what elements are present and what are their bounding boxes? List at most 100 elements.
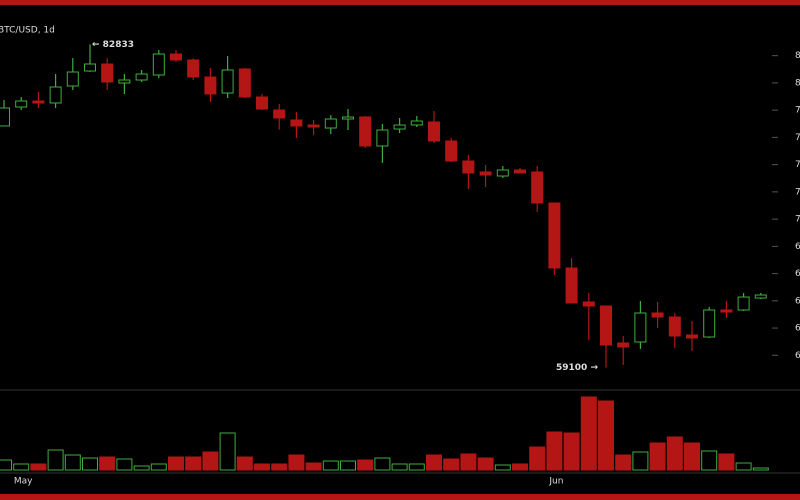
bottom-border: [0, 494, 800, 500]
volume-bar: [494, 464, 511, 471]
candle-body: [238, 68, 251, 98]
volume-bar: [529, 446, 546, 471]
annotation: ← 82833: [92, 40, 134, 50]
y-tick-label: 78000: [795, 106, 800, 116]
candle-body: [600, 305, 612, 346]
candle-body: [273, 109, 286, 119]
candle-body: [152, 53, 165, 76]
candle-body: [651, 312, 664, 318]
volume-bar: [82, 457, 98, 471]
volume-bar: [340, 460, 356, 471]
y-tick-label: 72000: [795, 187, 800, 197]
volume-bar: [632, 451, 649, 471]
volume-bar: [752, 467, 769, 471]
candle-body: [445, 140, 458, 162]
volume-bar: [735, 462, 752, 471]
volume-bar: [254, 463, 270, 471]
candle-body: [410, 120, 423, 126]
volume-bar: [185, 456, 202, 471]
candle-body: [496, 169, 509, 177]
volume-bar: [598, 400, 614, 471]
volume-bar: [168, 456, 184, 471]
volume-bar: [374, 457, 391, 471]
volume-bar: [99, 456, 116, 471]
candle-body: [462, 160, 475, 174]
candle-body: [703, 309, 716, 338]
volume-bar: [116, 458, 133, 471]
volume-bar: [271, 463, 288, 471]
y-tick-label: 70000: [795, 215, 800, 225]
candle-body: [393, 124, 406, 130]
candle-body: [324, 118, 337, 129]
volume-bar: [408, 463, 425, 471]
volume-bar: [477, 457, 494, 471]
candle-body: [15, 100, 28, 108]
candle-body: [634, 312, 647, 343]
candle-body: [359, 116, 372, 147]
candle-body: [720, 309, 733, 313]
candle-body: [307, 124, 320, 128]
candle-body: [514, 169, 526, 174]
candle-body: [256, 96, 268, 110]
volume-bar: [13, 463, 30, 471]
y-tick-label: 80000: [795, 78, 800, 88]
volume-bar: [357, 459, 374, 471]
volume-bar: [615, 454, 632, 471]
volume-bar: [133, 465, 150, 471]
candle-body: [342, 116, 354, 120]
volume-bar: [64, 454, 81, 471]
volume-bar: [202, 451, 219, 471]
volume-bar: [322, 460, 339, 471]
candle-body: [548, 202, 561, 269]
candle-body: [376, 129, 389, 147]
candle-body: [101, 63, 114, 83]
candle-body: [66, 71, 79, 87]
volume-bar: [47, 449, 64, 471]
volume-bar: [288, 454, 305, 471]
volume-bar: [391, 463, 408, 471]
volume-bar: [219, 432, 236, 471]
candle-body: [617, 342, 630, 348]
volume-bar: [150, 463, 167, 471]
y-tick-label: 60000: [795, 351, 800, 361]
candle-body: [582, 301, 595, 307]
candle-body: [84, 63, 96, 72]
volume-bar: [718, 453, 735, 471]
candle-body: [32, 100, 45, 104]
candle-body: [118, 79, 131, 84]
chart-title: BTC/USD, 1d: [0, 26, 55, 36]
candle-body: [531, 171, 544, 204]
volume-bar: [563, 432, 580, 471]
candle-body: [686, 334, 698, 339]
volume-bar: [443, 458, 460, 471]
candle-body: [565, 267, 578, 304]
candle-body: [135, 73, 148, 81]
volume-bar: [30, 463, 47, 471]
candle-body: [187, 59, 200, 78]
candle-body: [754, 294, 767, 299]
volume-bar: [580, 396, 597, 471]
volume-bar: [546, 431, 563, 471]
y-tick-label: 62000: [795, 324, 800, 334]
y-tick-label: 64000: [795, 296, 800, 306]
volume-bar: [0, 459, 12, 471]
volume-bar: [649, 442, 666, 471]
candle-body: [49, 86, 62, 104]
annotation: 59100 →: [556, 363, 598, 373]
candle-body: [668, 316, 681, 337]
y-tick-label: 68000: [795, 242, 800, 252]
x-tick-label: May: [14, 477, 33, 487]
volume-bar: [666, 436, 683, 471]
volume-bar: [236, 456, 253, 471]
candle-body: [428, 121, 440, 142]
y-tick-label: 76000: [795, 133, 800, 143]
y-tick-label: 66000: [795, 269, 800, 279]
volume-bar: [701, 450, 718, 471]
candle-body: [737, 296, 750, 311]
x-tick-label: Jun: [548, 477, 563, 487]
candle-body: [479, 171, 492, 176]
candle-body: [170, 53, 182, 61]
volume-bar: [426, 454, 442, 471]
volume-bar: [512, 463, 528, 471]
